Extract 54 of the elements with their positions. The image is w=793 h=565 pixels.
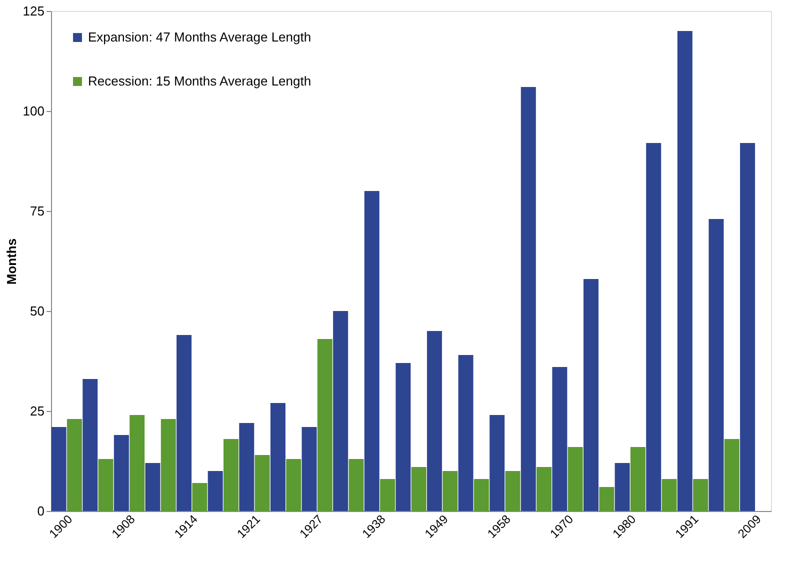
bar — [270, 403, 286, 511]
bar — [239, 423, 254, 511]
bar — [224, 439, 238, 511]
bar — [490, 415, 505, 511]
y-tick-label: 125 — [22, 4, 44, 18]
bar — [426, 331, 442, 511]
bar — [192, 483, 208, 511]
y-tick-label: 75 — [30, 204, 44, 218]
bar — [614, 463, 630, 511]
bar — [333, 311, 348, 511]
bar — [160, 419, 176, 511]
bar — [176, 335, 192, 511]
bar — [505, 471, 520, 511]
bar — [380, 479, 396, 511]
bar — [693, 479, 708, 511]
y-tick-label: 25 — [30, 404, 44, 418]
bar — [630, 447, 646, 511]
bar — [130, 415, 145, 511]
bar — [520, 87, 536, 511]
bar — [677, 31, 692, 511]
bar — [708, 219, 724, 511]
legend-label: Recession: 15 Months Average Length — [88, 74, 312, 88]
bar — [145, 463, 160, 511]
bar — [458, 355, 474, 511]
bar — [302, 427, 317, 511]
bar — [740, 143, 756, 511]
bar — [442, 471, 458, 511]
bar — [208, 471, 223, 511]
bar — [317, 339, 332, 511]
bar — [599, 487, 614, 511]
bar — [254, 455, 270, 511]
y-tick-label: 50 — [30, 304, 44, 318]
bar — [662, 479, 677, 511]
bar — [584, 279, 598, 511]
bar — [51, 427, 66, 511]
y-axis-title: Months — [4, 238, 19, 285]
bar — [552, 367, 568, 511]
bar — [348, 459, 364, 511]
bar — [82, 379, 98, 511]
bar — [114, 435, 129, 511]
y-tick-label: 0 — [37, 504, 44, 518]
bar — [411, 467, 426, 511]
bar — [396, 363, 411, 511]
bar — [364, 191, 380, 511]
bar — [724, 439, 740, 511]
bar — [474, 479, 489, 511]
y-tick-label: 100 — [22, 104, 44, 118]
bar — [646, 143, 662, 511]
bar — [568, 447, 583, 511]
bar — [98, 459, 114, 511]
bar — [536, 467, 552, 511]
legend-label: Expansion: 47 Months Average Length — [88, 30, 312, 44]
bar — [66, 419, 82, 511]
bar — [286, 459, 302, 511]
